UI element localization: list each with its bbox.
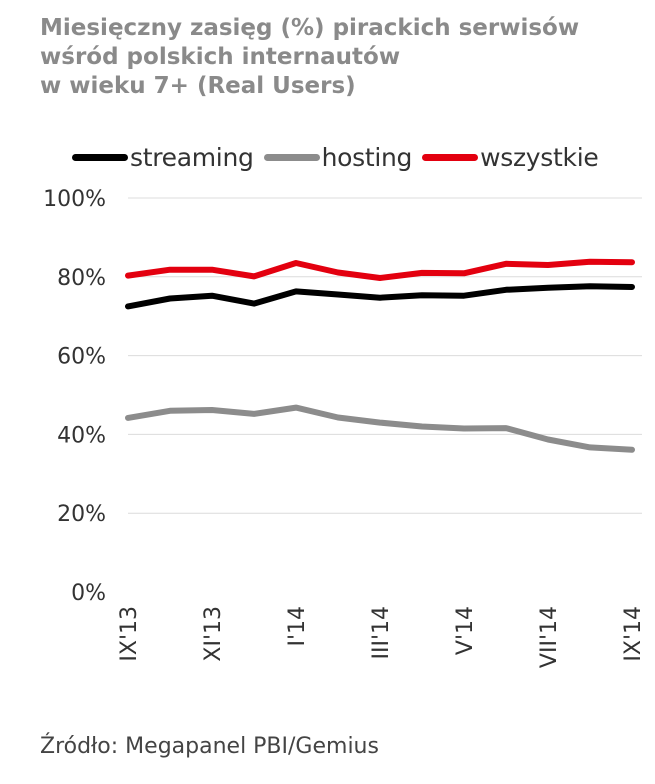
x-tick-label-0: IX'13 [117, 606, 142, 662]
legend-item-hosting: hosting [263, 142, 423, 172]
x-tick-label-5: VII'14 [537, 606, 562, 668]
title-line-3: w wieku 7+ (Real Users) [40, 73, 356, 99]
legend-item-streaming: streaming [72, 143, 264, 172]
y-tick-label-5: 100% [43, 187, 106, 212]
source-note: Źródło: Megapanel PBI/Gemius [40, 734, 379, 759]
legend-swatch-wszystkie [422, 153, 479, 161]
legend-label-hosting: hosting [321, 142, 413, 172]
x-tick-label-6: IX'14 [621, 606, 646, 662]
y-tick-label-3: 60% [57, 345, 106, 370]
chart-legend: streaming hosting wszystkie [72, 140, 608, 174]
y-tick-label-4: 80% [57, 266, 106, 291]
x-tick-label-1: XI'13 [201, 606, 226, 662]
title-line-1: Miesięczny zasięg (%) pirackich serwisów [40, 15, 580, 41]
y-tick-label-1: 20% [57, 502, 106, 527]
x-tick-label-3: III'14 [369, 606, 394, 660]
series-line-wszystkie [125, 258, 635, 281]
chart-title: Miesięczny zasięg (%) pirackich serwisów… [40, 14, 640, 101]
y-tick-label-0: 0% [71, 581, 106, 606]
legend-label-wszystkie: wszystkie [480, 142, 599, 172]
title-line-2: wśród polskich internautów [40, 44, 401, 70]
x-tick-label-2: I'14 [285, 606, 310, 647]
legend-swatch-streaming [72, 153, 128, 161]
legend-swatch-hosting [263, 153, 320, 161]
y-tick-label-2: 40% [57, 423, 106, 448]
series-line-streaming [125, 283, 635, 310]
legend-item-wszystkie: wszystkie [422, 143, 608, 172]
x-tick-label-4: V'14 [453, 606, 478, 655]
legend-label-streaming: streaming [130, 142, 254, 172]
series-line-hosting [125, 404, 635, 453]
